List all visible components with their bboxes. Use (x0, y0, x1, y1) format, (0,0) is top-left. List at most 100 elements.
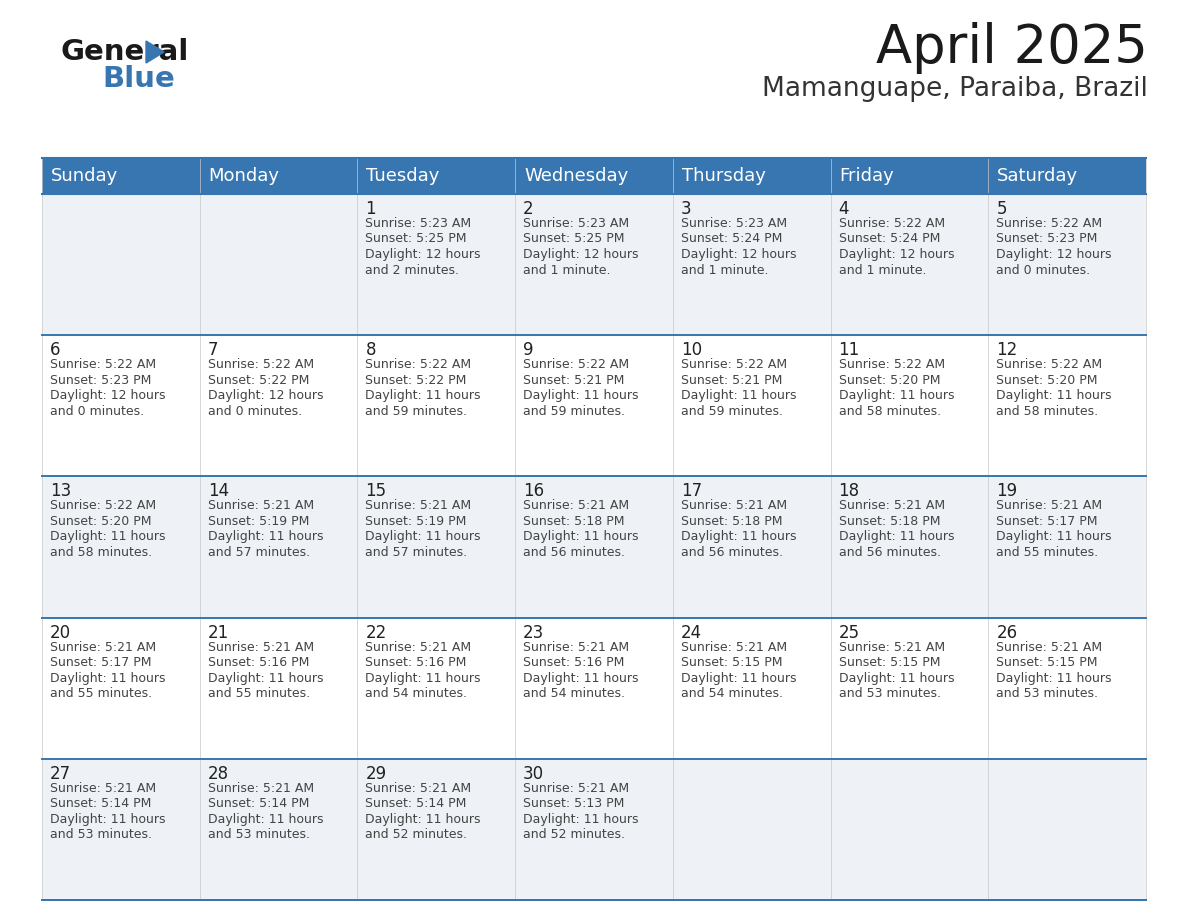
Text: 21: 21 (208, 623, 229, 642)
Text: Daylight: 11 hours: Daylight: 11 hours (366, 389, 481, 402)
Text: Sunrise: 5:21 AM: Sunrise: 5:21 AM (523, 499, 630, 512)
Text: 8: 8 (366, 341, 375, 359)
Text: 9: 9 (523, 341, 533, 359)
Text: Sunset: 5:23 PM: Sunset: 5:23 PM (50, 374, 151, 386)
Text: Sunrise: 5:21 AM: Sunrise: 5:21 AM (366, 641, 472, 654)
Text: Sunrise: 5:23 AM: Sunrise: 5:23 AM (366, 217, 472, 230)
Polygon shape (146, 41, 164, 63)
Text: Sunrise: 5:22 AM: Sunrise: 5:22 AM (839, 217, 944, 230)
Text: Sunrise: 5:22 AM: Sunrise: 5:22 AM (523, 358, 630, 371)
Text: Sunrise: 5:21 AM: Sunrise: 5:21 AM (839, 499, 944, 512)
Bar (42, 194, 1146, 335)
Text: Daylight: 11 hours: Daylight: 11 hours (523, 531, 639, 543)
Text: Sunrise: 5:22 AM: Sunrise: 5:22 AM (366, 358, 472, 371)
Text: and 55 minutes.: and 55 minutes. (50, 687, 152, 700)
Text: Daylight: 11 hours: Daylight: 11 hours (50, 812, 165, 826)
Text: Sunset: 5:15 PM: Sunset: 5:15 PM (997, 656, 1098, 669)
Text: Sunrise: 5:21 AM: Sunrise: 5:21 AM (523, 782, 630, 795)
Text: and 0 minutes.: and 0 minutes. (50, 405, 144, 418)
Text: 24: 24 (681, 623, 702, 642)
Text: Sunset: 5:25 PM: Sunset: 5:25 PM (523, 232, 625, 245)
Text: 26: 26 (997, 623, 1017, 642)
Text: and 53 minutes.: and 53 minutes. (839, 687, 941, 700)
Text: April 2025: April 2025 (876, 22, 1148, 74)
Text: Sunset: 5:22 PM: Sunset: 5:22 PM (208, 374, 309, 386)
Text: Sunrise: 5:23 AM: Sunrise: 5:23 AM (523, 217, 630, 230)
Text: Daylight: 11 hours: Daylight: 11 hours (839, 531, 954, 543)
Text: and 53 minutes.: and 53 minutes. (208, 828, 310, 841)
Text: Wednesday: Wednesday (524, 167, 628, 185)
Text: Sunrise: 5:21 AM: Sunrise: 5:21 AM (839, 641, 944, 654)
Text: and 58 minutes.: and 58 minutes. (839, 405, 941, 418)
Text: Tuesday: Tuesday (366, 167, 440, 185)
Text: 2: 2 (523, 200, 533, 218)
Text: Sunset: 5:14 PM: Sunset: 5:14 PM (50, 798, 151, 811)
Text: Sunset: 5:14 PM: Sunset: 5:14 PM (208, 798, 309, 811)
Text: and 56 minutes.: and 56 minutes. (839, 546, 941, 559)
Text: Daylight: 11 hours: Daylight: 11 hours (997, 389, 1112, 402)
Text: Sunrise: 5:22 AM: Sunrise: 5:22 AM (839, 358, 944, 371)
Text: Sunset: 5:15 PM: Sunset: 5:15 PM (681, 656, 783, 669)
Text: Daylight: 11 hours: Daylight: 11 hours (681, 389, 796, 402)
Text: 30: 30 (523, 765, 544, 783)
Text: Daylight: 11 hours: Daylight: 11 hours (997, 672, 1112, 685)
Text: and 53 minutes.: and 53 minutes. (997, 687, 1098, 700)
Text: Daylight: 11 hours: Daylight: 11 hours (208, 531, 323, 543)
Text: Sunrise: 5:21 AM: Sunrise: 5:21 AM (208, 641, 314, 654)
Text: 7: 7 (208, 341, 219, 359)
Text: Sunrise: 5:22 AM: Sunrise: 5:22 AM (681, 358, 786, 371)
Text: Sunset: 5:15 PM: Sunset: 5:15 PM (839, 656, 940, 669)
Text: and 52 minutes.: and 52 minutes. (366, 828, 467, 841)
Text: Sunset: 5:21 PM: Sunset: 5:21 PM (681, 374, 782, 386)
Text: 11: 11 (839, 341, 860, 359)
Text: Daylight: 11 hours: Daylight: 11 hours (839, 672, 954, 685)
Text: 22: 22 (366, 623, 386, 642)
Text: Thursday: Thursday (682, 167, 766, 185)
Text: Sunrise: 5:21 AM: Sunrise: 5:21 AM (50, 782, 156, 795)
Text: Sunrise: 5:21 AM: Sunrise: 5:21 AM (366, 499, 472, 512)
Text: Sunday: Sunday (51, 167, 119, 185)
Text: Daylight: 12 hours: Daylight: 12 hours (366, 248, 481, 261)
Text: 13: 13 (50, 482, 71, 500)
Text: and 53 minutes.: and 53 minutes. (50, 828, 152, 841)
Text: Sunrise: 5:21 AM: Sunrise: 5:21 AM (997, 641, 1102, 654)
Text: and 2 minutes.: and 2 minutes. (366, 263, 460, 276)
Text: and 55 minutes.: and 55 minutes. (208, 687, 310, 700)
Text: and 59 minutes.: and 59 minutes. (366, 405, 467, 418)
Text: Sunset: 5:16 PM: Sunset: 5:16 PM (523, 656, 625, 669)
Text: and 56 minutes.: and 56 minutes. (681, 546, 783, 559)
Bar (42, 618, 1146, 759)
Text: Sunrise: 5:21 AM: Sunrise: 5:21 AM (523, 641, 630, 654)
Text: Daylight: 11 hours: Daylight: 11 hours (997, 531, 1112, 543)
Text: Sunset: 5:17 PM: Sunset: 5:17 PM (50, 656, 152, 669)
Bar (516, 158, 672, 194)
Bar (672, 158, 830, 194)
Text: Blue: Blue (102, 65, 175, 93)
Text: Sunset: 5:16 PM: Sunset: 5:16 PM (208, 656, 309, 669)
Text: Daylight: 11 hours: Daylight: 11 hours (681, 672, 796, 685)
Text: Sunset: 5:18 PM: Sunset: 5:18 PM (839, 515, 940, 528)
Text: Daylight: 11 hours: Daylight: 11 hours (523, 389, 639, 402)
Text: Mamanguape, Paraiba, Brazil: Mamanguape, Paraiba, Brazil (763, 76, 1148, 102)
Text: 4: 4 (839, 200, 849, 218)
Text: Sunrise: 5:22 AM: Sunrise: 5:22 AM (997, 217, 1102, 230)
Text: Sunset: 5:23 PM: Sunset: 5:23 PM (997, 232, 1098, 245)
Text: 20: 20 (50, 623, 71, 642)
Text: Sunset: 5:18 PM: Sunset: 5:18 PM (523, 515, 625, 528)
Text: Sunrise: 5:21 AM: Sunrise: 5:21 AM (366, 782, 472, 795)
Text: 18: 18 (839, 482, 860, 500)
Text: Sunrise: 5:22 AM: Sunrise: 5:22 AM (50, 499, 156, 512)
Text: Saturday: Saturday (997, 167, 1079, 185)
Text: 27: 27 (50, 765, 71, 783)
Text: and 59 minutes.: and 59 minutes. (681, 405, 783, 418)
Text: Sunrise: 5:21 AM: Sunrise: 5:21 AM (681, 499, 786, 512)
Bar (42, 335, 1146, 476)
Text: Sunset: 5:16 PM: Sunset: 5:16 PM (366, 656, 467, 669)
Text: Sunset: 5:20 PM: Sunset: 5:20 PM (50, 515, 152, 528)
Text: and 0 minutes.: and 0 minutes. (208, 405, 302, 418)
Text: Sunrise: 5:22 AM: Sunrise: 5:22 AM (208, 358, 314, 371)
Text: Sunrise: 5:21 AM: Sunrise: 5:21 AM (50, 641, 156, 654)
Text: Daylight: 12 hours: Daylight: 12 hours (839, 248, 954, 261)
Text: 6: 6 (50, 341, 61, 359)
Text: 10: 10 (681, 341, 702, 359)
